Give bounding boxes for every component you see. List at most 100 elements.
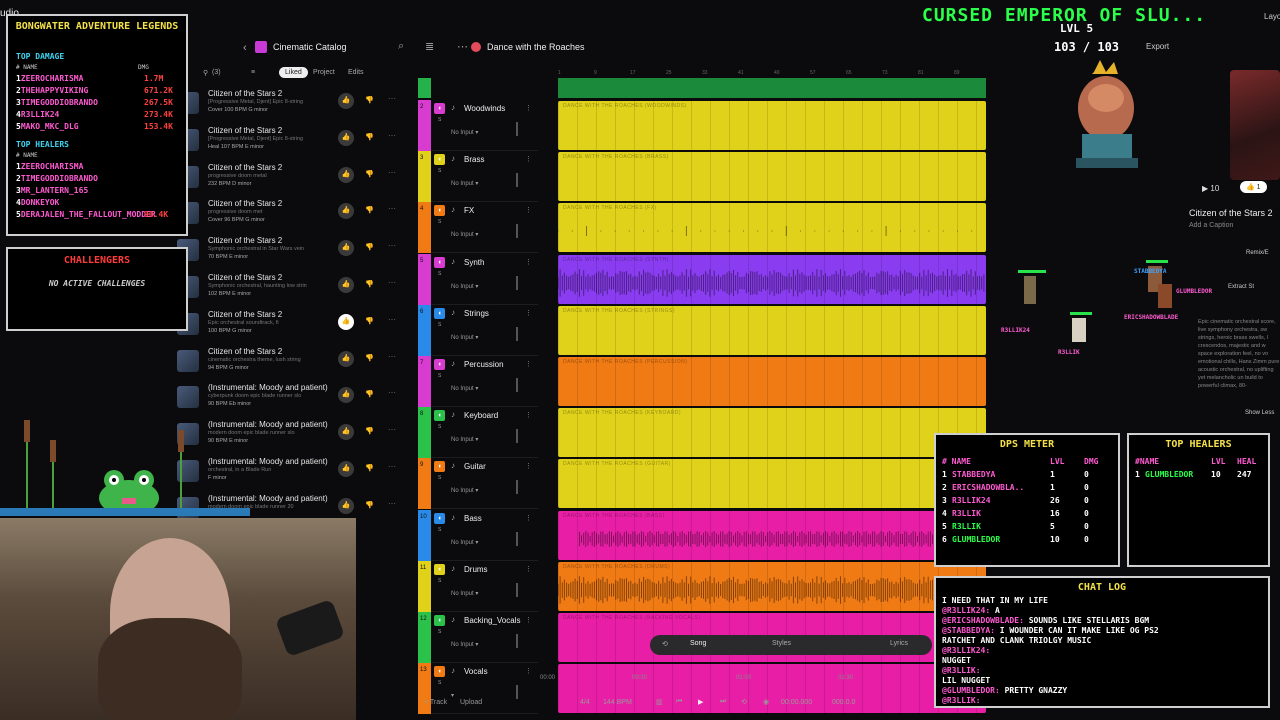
track-input-select[interactable]: No Input ▾ bbox=[451, 232, 479, 239]
track-menu-icon[interactable]: ⋮ bbox=[525, 105, 532, 112]
audio-clip[interactable]: Dance with the Roaches (Keyboard) bbox=[558, 408, 986, 458]
dislike-icon[interactable]: 👎 bbox=[365, 428, 374, 436]
dislike-icon[interactable]: 👎 bbox=[365, 391, 374, 399]
back-icon[interactable]: ‹ bbox=[243, 42, 247, 54]
solo-button[interactable]: S bbox=[438, 680, 442, 687]
track-menu-icon[interactable]: ⋮ bbox=[525, 668, 532, 676]
track-menu-icon[interactable]: ⋮ bbox=[525, 309, 532, 317]
audio-clip[interactable]: Dance with the Roaches (Strings) bbox=[558, 305, 986, 355]
dislike-icon[interactable]: 👎 bbox=[365, 244, 374, 252]
track-menu-icon[interactable]: ⋮ bbox=[525, 412, 532, 420]
styles-button[interactable]: Styles bbox=[772, 640, 792, 647]
track-header[interactable]: 2 ◖ S ♪ Woodwinds No Input ▾ ⋮ bbox=[418, 100, 538, 151]
track-input-select[interactable]: ▾ bbox=[451, 693, 455, 700]
solo-button[interactable]: S bbox=[438, 577, 442, 584]
more-icon[interactable]: ⋯ bbox=[388, 498, 396, 508]
track-header[interactable]: 7 ◖ S ♪ Percussion No Input ▾ ⋮ bbox=[418, 356, 538, 407]
like-icon[interactable]: 👍 bbox=[338, 93, 354, 109]
dislike-icon[interactable]: 👎 bbox=[365, 354, 374, 362]
audio-clip[interactable]: Dance with the Roaches (Woodwinds) bbox=[558, 101, 986, 150]
volume-slider[interactable] bbox=[516, 634, 518, 648]
track-name[interactable]: Vocals bbox=[464, 667, 488, 677]
library-item[interactable]: Citizen of the Stars 2 [Progressive Metal… bbox=[177, 125, 415, 162]
track-input-select[interactable]: No Input ▾ bbox=[451, 590, 479, 597]
volume-slider[interactable] bbox=[516, 275, 518, 290]
solo-button[interactable]: S bbox=[438, 475, 442, 482]
track-input-select[interactable]: No Input ▾ bbox=[451, 283, 479, 290]
track-input-select[interactable]: No Input ▾ bbox=[451, 488, 479, 495]
dislike-icon[interactable]: 👎 bbox=[365, 501, 374, 509]
dislike-icon[interactable]: 👎 bbox=[365, 281, 374, 288]
like-icon[interactable]: 👍 bbox=[338, 424, 354, 441]
solo-button[interactable]: S bbox=[438, 270, 442, 277]
upload-button[interactable]: Upload bbox=[460, 699, 483, 706]
filter-edits[interactable]: Edits bbox=[348, 69, 364, 76]
show-less-button[interactable]: Show Less bbox=[1245, 410, 1275, 416]
track-header[interactable]: 3 ◖ S ♪ Brass No Input ▾ ⋮ bbox=[418, 151, 538, 203]
track-name[interactable]: Guitar bbox=[464, 462, 486, 472]
track-name[interactable]: Percussion bbox=[464, 360, 504, 369]
more-icon[interactable]: ⋯ bbox=[388, 314, 396, 324]
menu-icon[interactable]: ≣ bbox=[425, 41, 435, 53]
add-track-button[interactable]: + Track bbox=[424, 699, 448, 706]
mute-icon[interactable]: ◖ bbox=[434, 512, 445, 524]
library-item[interactable]: (Instrumental: Moody and patient) modern … bbox=[177, 493, 415, 530]
library-item[interactable]: Citizen of the Stars 2 progressive doom m… bbox=[177, 162, 415, 199]
extract-button[interactable]: Extract St bbox=[1228, 284, 1255, 290]
audio-clip[interactable] bbox=[558, 664, 986, 714]
track-header[interactable]: 6 ◖ S ♪ Strings No Input ▾ ⋮ bbox=[418, 304, 538, 356]
mute-icon[interactable]: ◖ bbox=[434, 154, 445, 166]
like-icon[interactable]: 👍 bbox=[338, 203, 354, 220]
solo-button[interactable]: S bbox=[438, 424, 442, 431]
metronome-icon[interactable]: ▥ bbox=[656, 699, 663, 706]
like-icon[interactable]: 👍 bbox=[338, 313, 354, 330]
skip-back-icon[interactable]: ⏮ bbox=[676, 698, 683, 705]
audio-clip[interactable]: Dance with the Roaches (Drums) bbox=[558, 561, 986, 611]
volume-slider[interactable] bbox=[516, 378, 518, 392]
track-input-select[interactable]: No Input ▾ bbox=[451, 539, 479, 546]
audio-clip[interactable]: Dance with the Roaches (Guitar) bbox=[558, 459, 986, 509]
catalog-title[interactable]: Cinematic Catalog bbox=[273, 42, 347, 52]
more-icon[interactable]: ⋯ bbox=[457, 41, 468, 53]
song-mode-button[interactable]: Song bbox=[690, 640, 707, 647]
mute-icon[interactable]: ◖ bbox=[434, 410, 445, 422]
sort-icon[interactable]: ≡ bbox=[251, 69, 256, 76]
like-icon[interactable]: 👍 bbox=[338, 461, 354, 477]
library-item[interactable]: Citizen of the Stars 2 Symphonic orchestr… bbox=[177, 235, 415, 272]
track-menu-icon[interactable]: ⋮ bbox=[525, 514, 532, 522]
loop-icon[interactable]: ⟲ bbox=[662, 641, 668, 648]
track-header[interactable]: 13 ◖ S ♪ Vocals ▾ ⋮ bbox=[418, 663, 538, 715]
solo-button[interactable]: S bbox=[438, 629, 442, 635]
track-menu-icon[interactable]: ⋮ bbox=[525, 156, 532, 164]
filter-project[interactable]: Project bbox=[313, 69, 335, 76]
solo-button[interactable]: S bbox=[438, 373, 442, 379]
more-icon[interactable]: ⋯ bbox=[388, 241, 396, 251]
track-header[interactable]: 11 ◖ S ♪ Drums No Input ▾ ⋮ bbox=[418, 560, 538, 612]
filter-icon[interactable]: ⚲ bbox=[203, 70, 209, 77]
track-header[interactable]: 9 ◖ S ♪ Guitar No Input ▾ ⋮ bbox=[418, 458, 538, 510]
volume-slider[interactable] bbox=[516, 224, 518, 239]
time-signature[interactable]: 4/4 bbox=[580, 699, 590, 706]
caption-field[interactable]: Add a Caption bbox=[1189, 222, 1234, 229]
more-icon[interactable]: ⋯ bbox=[388, 388, 396, 398]
filter-liked[interactable]: Liked bbox=[279, 67, 308, 78]
dislike-icon[interactable]: 👎 bbox=[365, 97, 374, 104]
filter-count[interactable]: (3) bbox=[212, 69, 221, 76]
track-name[interactable]: Drums bbox=[464, 564, 488, 574]
solo-button[interactable]: S bbox=[438, 321, 442, 328]
audio-clip[interactable]: Dance with the Roaches (Bass) bbox=[558, 510, 986, 560]
library-item[interactable]: Citizen of the Stars 2 cinematic orchestr… bbox=[177, 346, 415, 383]
dislike-icon[interactable]: 👎 bbox=[365, 133, 374, 141]
volume-slider[interactable] bbox=[516, 685, 518, 700]
volume-slider[interactable] bbox=[516, 531, 518, 546]
library-item[interactable]: Citizen of the Stars 2 progressive doom m… bbox=[177, 198, 415, 235]
track-name[interactable]: FX bbox=[464, 206, 475, 216]
like-icon[interactable]: 👍 bbox=[338, 277, 354, 293]
track-input-select[interactable]: No Input ▾ bbox=[451, 130, 479, 136]
track-menu-icon[interactable]: ⋮ bbox=[525, 565, 532, 573]
solo-button[interactable]: S bbox=[438, 168, 442, 175]
dislike-icon[interactable]: 👎 bbox=[365, 207, 374, 215]
mute-icon[interactable]: ◖ bbox=[434, 615, 445, 626]
track-name[interactable]: Backing_Vocals bbox=[464, 616, 521, 625]
track-input-select[interactable]: No Input ▾ bbox=[451, 642, 479, 648]
